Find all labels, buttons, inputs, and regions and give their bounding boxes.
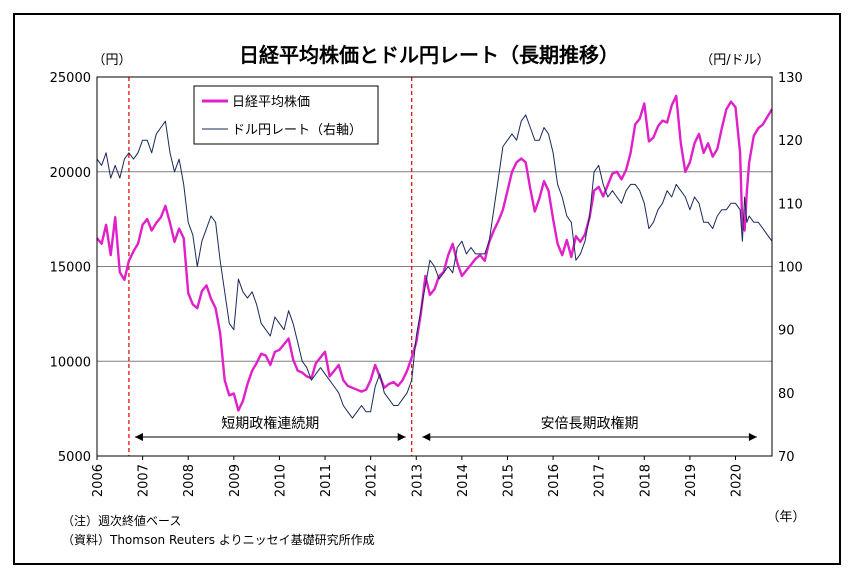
x-tick-label: 2018 bbox=[638, 464, 653, 497]
annotations: 短期政権連続期 安倍長期政権期 bbox=[134, 413, 757, 442]
x-tick-label: 2014 bbox=[456, 464, 471, 497]
right-axis-unit: （円/ドル） bbox=[700, 53, 769, 68]
right-tick-label: 110 bbox=[778, 197, 803, 212]
annotation-arrowhead-right bbox=[397, 433, 406, 442]
right-tick-label: 130 bbox=[778, 71, 803, 86]
chart-title: 日経平均株価とドル円レート（長期推移） bbox=[239, 43, 619, 67]
right-tick-label: 120 bbox=[778, 134, 803, 149]
legend-box bbox=[193, 85, 379, 145]
x-tick-label: 2012 bbox=[365, 464, 380, 497]
legend-label-usdjpy: ドル円レート（右軸） bbox=[232, 123, 362, 138]
series-lines bbox=[96, 94, 774, 419]
left-tick-label: 5000 bbox=[58, 450, 91, 465]
x-tick-label: 2020 bbox=[730, 464, 745, 497]
x-tick-label: 2010 bbox=[273, 464, 288, 497]
nikkei-series-line bbox=[96, 94, 774, 412]
annotation-label-bg bbox=[219, 413, 321, 433]
left-tick-label: 15000 bbox=[50, 261, 91, 276]
x-axis-unit: （年） bbox=[766, 510, 805, 525]
annotation-arrowhead-left bbox=[134, 433, 143, 442]
annotation-arrowhead-left bbox=[422, 433, 431, 442]
x-tick-label: 2013 bbox=[410, 464, 425, 497]
footnote-note: （注）週次終値ベース bbox=[62, 514, 182, 528]
right-tick-label: 90 bbox=[778, 324, 795, 339]
chart-frame bbox=[13, 13, 841, 565]
right-tick-label: 80 bbox=[778, 387, 795, 402]
annotation-label: 短期政権連続期 bbox=[221, 415, 319, 432]
x-tick-label: 2019 bbox=[684, 464, 699, 497]
x-tick-label: 2011 bbox=[319, 464, 334, 497]
x-tick-label: 2015 bbox=[501, 464, 516, 497]
annotation-label-bg bbox=[539, 413, 641, 433]
right-tick-label: 70 bbox=[778, 450, 795, 465]
x-tick-label: 2016 bbox=[547, 464, 562, 497]
left-axis-unit: （円） bbox=[92, 53, 131, 68]
plot-area-border bbox=[96, 76, 773, 457]
right-tick-label: 100 bbox=[778, 261, 803, 276]
usdjpy-series-line bbox=[96, 114, 773, 419]
axes: 25000 20000 15000 10000 5000 130 120 110 100 90 80… bbox=[50, 71, 803, 497]
legend: 日経平均株価 ドル円レート（右軸） bbox=[193, 85, 379, 145]
x-tick-label: 2009 bbox=[228, 464, 243, 497]
left-tick-label: 25000 bbox=[50, 71, 91, 86]
legend-label-nikkei: 日経平均株価 bbox=[232, 95, 310, 110]
x-tick-label: 2007 bbox=[137, 464, 152, 497]
left-tick-label: 10000 bbox=[50, 355, 91, 370]
annotation-arrowhead-right bbox=[748, 433, 757, 442]
x-tick-label: 2017 bbox=[593, 464, 608, 497]
era-markers bbox=[128, 77, 413, 456]
left-tick-label: 20000 bbox=[50, 166, 91, 181]
footnote-source: （資料）Thomson Reuters よりニッセイ基礎研究所作成 bbox=[62, 533, 375, 547]
x-tick-label: 2008 bbox=[182, 464, 197, 497]
x-tick-label: 2006 bbox=[91, 464, 106, 497]
annotation-label: 安倍長期政権期 bbox=[541, 415, 639, 432]
